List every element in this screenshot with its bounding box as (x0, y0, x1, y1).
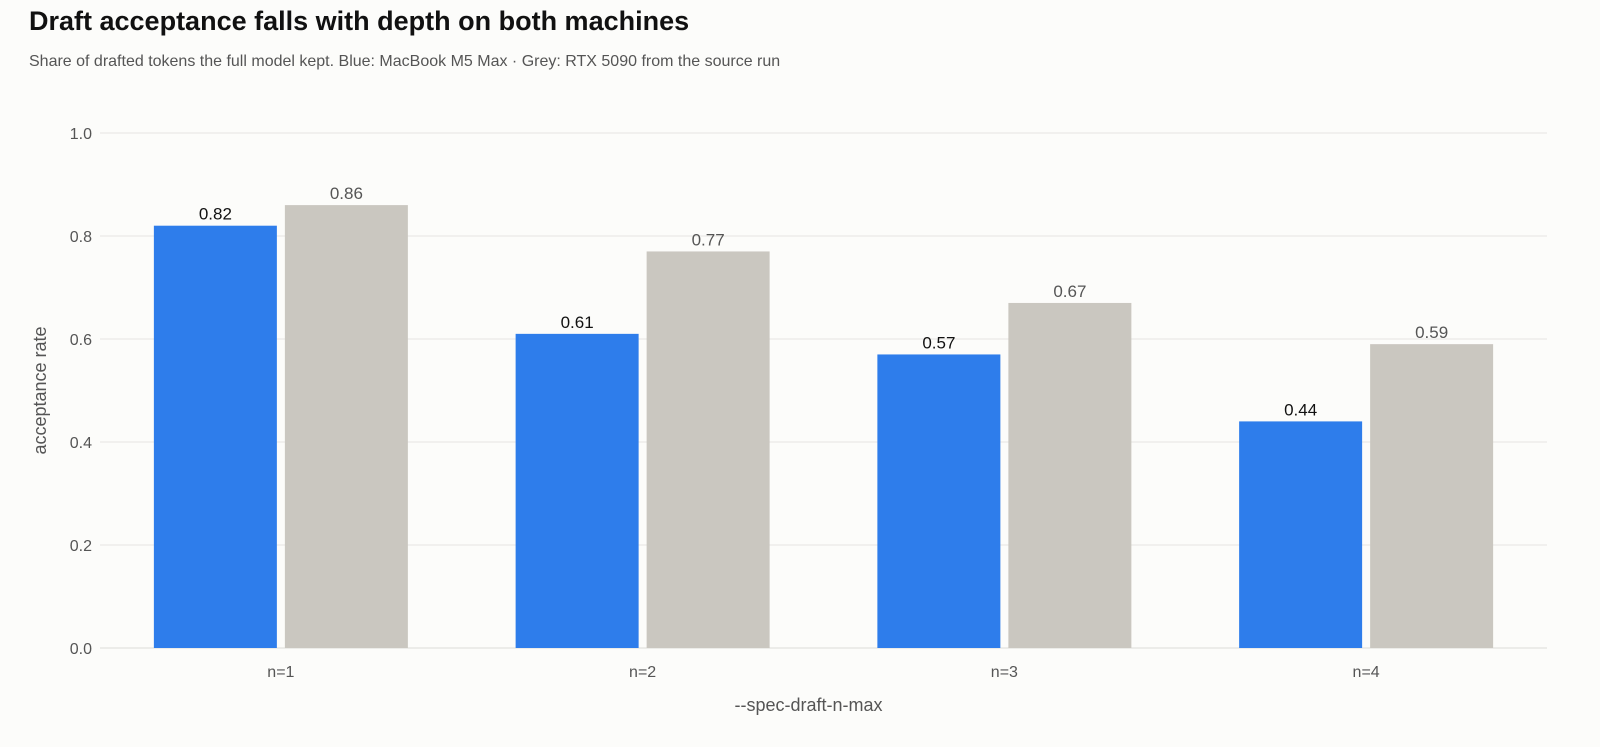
x-tick-label: n=4 (1353, 664, 1380, 681)
bar-series-1-n=2 (515, 333, 639, 648)
bar-series-1-n=3 (877, 354, 1001, 648)
bar-series-2-n=3 (1008, 302, 1132, 648)
bar-series-1-n=4 (1239, 421, 1363, 648)
chart-subtitle: Share of drafted tokens the full model k… (29, 53, 781, 70)
x-tick-label: n=1 (267, 664, 294, 681)
chart-title: Draft acceptance falls with depth on bot… (29, 6, 690, 36)
data-label: 0.86 (330, 184, 363, 203)
bar-series-2-n=4 (1370, 344, 1494, 648)
x-axis-label: --spec-draft-n-max (734, 695, 882, 715)
bars (153, 205, 1494, 648)
data-label: 0.61 (561, 313, 594, 332)
x-tick-label: n=2 (629, 664, 656, 681)
bar-series-2-n=1 (284, 205, 408, 648)
x-tick-label: n=3 (991, 664, 1018, 681)
y-tick-label: 0.4 (70, 435, 92, 452)
bar-series-1-n=1 (153, 225, 277, 648)
y-tick-label: 0.6 (70, 332, 92, 349)
data-labels: 0.82 0.86 0.61 0.77 0.57 0.67 0.44 0.59 (199, 184, 1448, 419)
data-label: 0.82 (199, 205, 232, 224)
y-axis-ticks: 0.0 0.2 0.4 0.6 0.8 1.0 (70, 126, 92, 658)
bar-series-2-n=2 (646, 251, 770, 648)
data-label: 0.77 (692, 230, 725, 249)
y-tick-label: 0.0 (70, 641, 92, 658)
data-label: 0.44 (1284, 400, 1317, 419)
y-axis-label: acceptance rate (30, 326, 50, 454)
y-tick-label: 1.0 (70, 126, 92, 143)
y-tick-label: 0.8 (70, 229, 92, 246)
data-label: 0.57 (922, 333, 955, 352)
data-label: 0.67 (1053, 282, 1086, 301)
x-axis-ticks: n=1 n=2 n=3 n=4 (267, 664, 1379, 681)
y-tick-label: 0.2 (70, 538, 92, 555)
data-label: 0.59 (1415, 323, 1448, 342)
